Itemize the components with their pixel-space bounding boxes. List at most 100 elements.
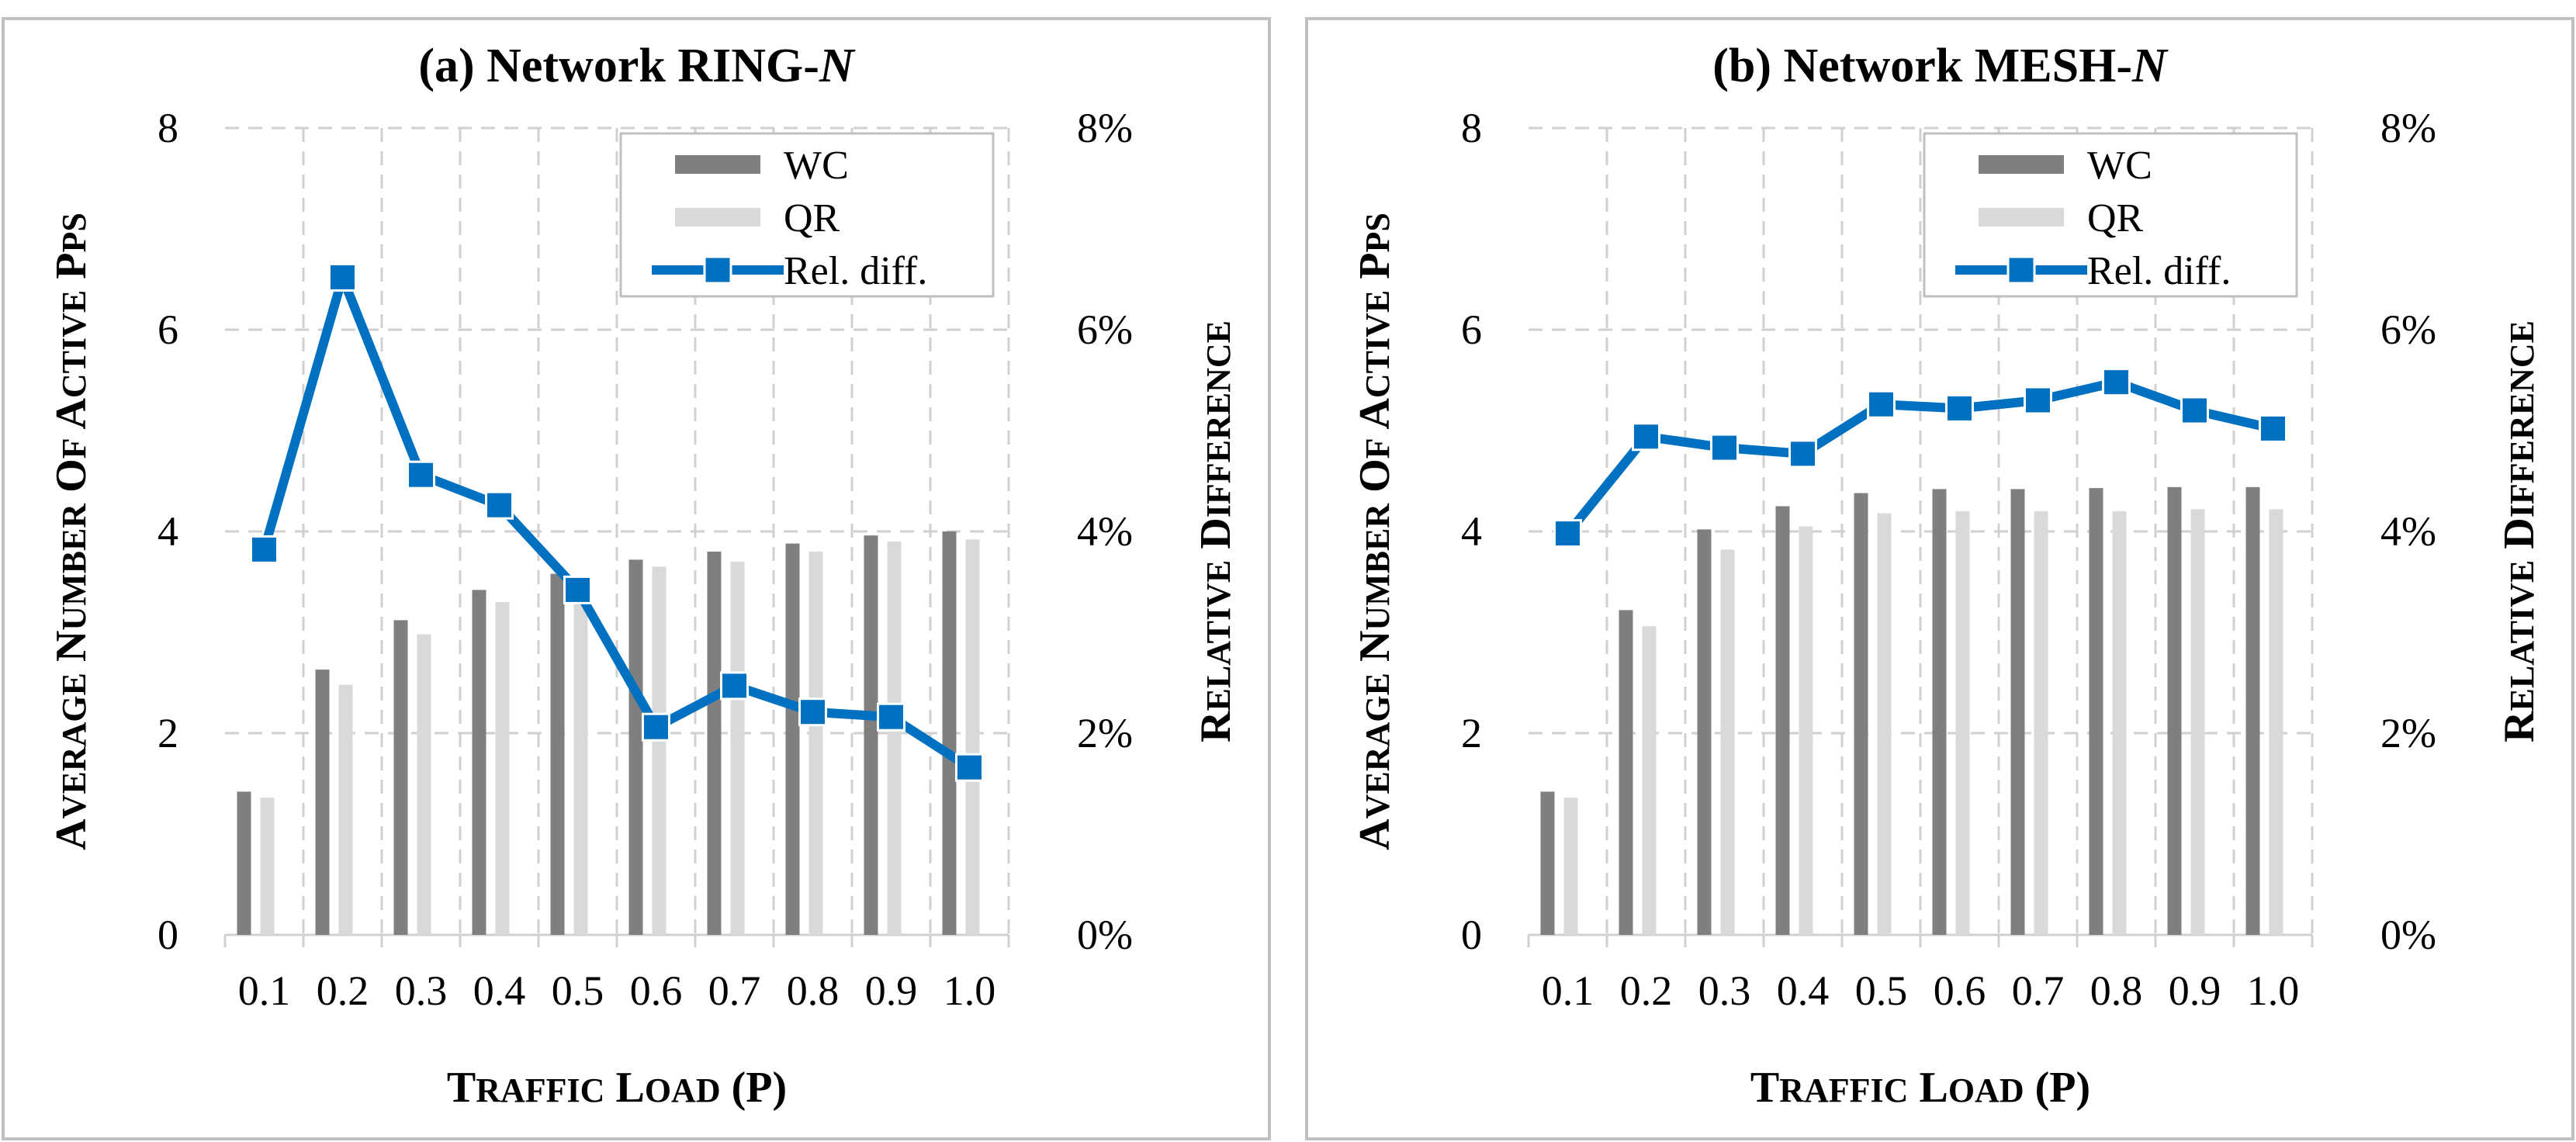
x-tick-label: 1.0 xyxy=(2247,967,2300,1014)
bar-qr xyxy=(2190,509,2205,935)
bar-wc xyxy=(393,620,408,935)
bar-qr xyxy=(1877,513,1892,935)
rel-diff-marker xyxy=(642,712,670,742)
x-tick-label: 0.6 xyxy=(1934,967,1986,1014)
rel-diff-marker xyxy=(250,535,279,564)
rel-diff-marker xyxy=(1632,422,1660,452)
y2-tick-label: 6% xyxy=(2380,306,2436,353)
bar-wc xyxy=(1932,489,1947,935)
chart-panel-a: (a) Network RING-N 0 2 4 6 8 0% 2% 4% 6% 8% 0.1 0.2 0… xyxy=(0,0,1272,1142)
bar-qr xyxy=(338,684,353,935)
legend-swatch-qr xyxy=(1979,208,2064,227)
chart-b-svg: (b) Network MESH-N 0 2 4 6 8 0% 2% 4% 6% 8% 0.1 0.2 0… xyxy=(1305,17,2574,1140)
x-axis-title: TRAFFIC LOAD (Ρ) xyxy=(447,1064,787,1112)
bar-qr xyxy=(260,798,275,935)
x-tick-label: 0.4 xyxy=(473,967,526,1014)
rel-diff-marker xyxy=(485,490,514,520)
bar-wc xyxy=(237,791,251,935)
bar-qr xyxy=(2112,511,2127,935)
x-tick-label: 0.7 xyxy=(2012,967,2065,1014)
rel-diff-marker xyxy=(1710,433,1739,462)
bar-qr xyxy=(1563,798,1578,935)
x-tick-label: 0.4 xyxy=(1777,967,1830,1014)
rel-diff-marker xyxy=(720,671,749,701)
bar-qr xyxy=(965,539,980,935)
rel-diff-marker xyxy=(798,697,827,727)
x-tick-label: 0.6 xyxy=(630,967,683,1014)
bar-wc xyxy=(2089,488,2103,935)
x-tick-label: 0.9 xyxy=(2169,967,2221,1014)
x-tick-label: 0.3 xyxy=(395,967,448,1014)
bar-qr xyxy=(1642,626,1657,935)
y-tick-label: 8 xyxy=(158,105,178,151)
bar-wc xyxy=(472,590,486,935)
x-axis-title: TRAFFIC LOAD (Ρ) xyxy=(1750,1064,2090,1112)
x-tick-label: 0.8 xyxy=(787,967,840,1014)
legend-label: Rel. diff. xyxy=(2087,249,2231,293)
y-tick-label: 6 xyxy=(158,306,178,353)
legend-swatch-wc xyxy=(1979,155,2064,174)
bar-wc xyxy=(315,670,330,935)
y-tick-label: 0 xyxy=(158,912,178,958)
bar-wc xyxy=(707,552,722,935)
legend-label: WC xyxy=(2087,144,2152,188)
rel-diff-marker xyxy=(2024,386,2052,415)
bar-wc xyxy=(2010,489,2025,935)
rel-diff-marker xyxy=(2259,414,2287,443)
bar-wc xyxy=(1619,610,1633,935)
x-tick-label: 0.8 xyxy=(2090,967,2143,1014)
y2-tick-label: 0% xyxy=(2380,912,2436,958)
rel-diff-marker xyxy=(877,702,905,732)
x-tick-label: 0.2 xyxy=(317,967,369,1014)
legend-label: QR xyxy=(784,196,840,241)
rel-diff-marker xyxy=(563,575,592,604)
y2-tick-label: 8% xyxy=(1077,105,1133,151)
bar-qr xyxy=(573,583,588,935)
bar-wc xyxy=(1697,529,1712,935)
legend-swatch-qr xyxy=(675,208,760,227)
bar-qr xyxy=(1955,511,1970,935)
y2-tick-label: 8% xyxy=(2380,105,2436,151)
bar-wc xyxy=(785,543,800,935)
bar-wc xyxy=(1775,506,1790,935)
y-tick-label: 2 xyxy=(158,710,178,756)
y-tick-label: 8 xyxy=(1461,105,1482,151)
legend-swatch-marker xyxy=(2006,255,2036,285)
bar-wc xyxy=(2245,486,2260,935)
bar-qr xyxy=(2034,511,2048,935)
legend-label: WC xyxy=(784,144,849,188)
x-tick-label: 0.1 xyxy=(1542,967,1594,1014)
y-axis-title: AVERAGE NUMBER OF ACTIVE PPS xyxy=(47,213,95,850)
y2-tick-label: 4% xyxy=(1077,508,1133,555)
y2-tick-label: 6% xyxy=(1077,306,1133,353)
x-tick-label: 0.5 xyxy=(552,967,604,1014)
x-tick-label: 0.2 xyxy=(1620,967,1673,1014)
y-tick-label: 4 xyxy=(158,508,178,555)
x-tick-label: 1.0 xyxy=(943,967,996,1014)
y2-tick-label: 4% xyxy=(2380,508,2436,555)
legend-label: QR xyxy=(2087,196,2144,241)
bar-qr xyxy=(1799,526,1813,935)
rel-diff-marker xyxy=(955,753,984,782)
legend-label: Rel. diff. xyxy=(784,249,927,293)
bar-wc xyxy=(1854,493,1868,935)
bar-wc xyxy=(1540,791,1555,935)
y2-tick-label: 0% xyxy=(1077,912,1133,958)
rel-diff-marker xyxy=(1867,389,1896,419)
bar-wc xyxy=(864,535,878,935)
y2-tick-label: 2% xyxy=(1077,710,1133,756)
legend-swatch-marker xyxy=(703,255,732,285)
rel-diff-marker xyxy=(1945,393,1974,423)
bar-qr xyxy=(652,566,667,935)
y-axis-title: AVERAGE NUMBER OF ACTIVE PPS xyxy=(1351,213,1399,850)
chart-panel-b: (b) Network MESH-N 0 2 4 6 8 0% 2% 4% 6% 8% 0.1 0.2 0… xyxy=(1304,0,2576,1142)
y-tick-label: 0 xyxy=(1461,912,1482,958)
rel-diff-marker xyxy=(1553,519,1582,549)
bar-qr xyxy=(495,602,510,935)
bar-qr xyxy=(417,634,431,935)
rel-diff-marker xyxy=(2102,368,2131,397)
bar-qr xyxy=(808,552,823,935)
chart-a-svg: (a) Network RING-N 0 2 4 6 8 0% 2% 4% 6% 8% 0.1 0.2 0… xyxy=(2,17,1271,1140)
x-tick-label: 0.9 xyxy=(865,967,918,1014)
rel-diff-marker xyxy=(328,262,357,292)
